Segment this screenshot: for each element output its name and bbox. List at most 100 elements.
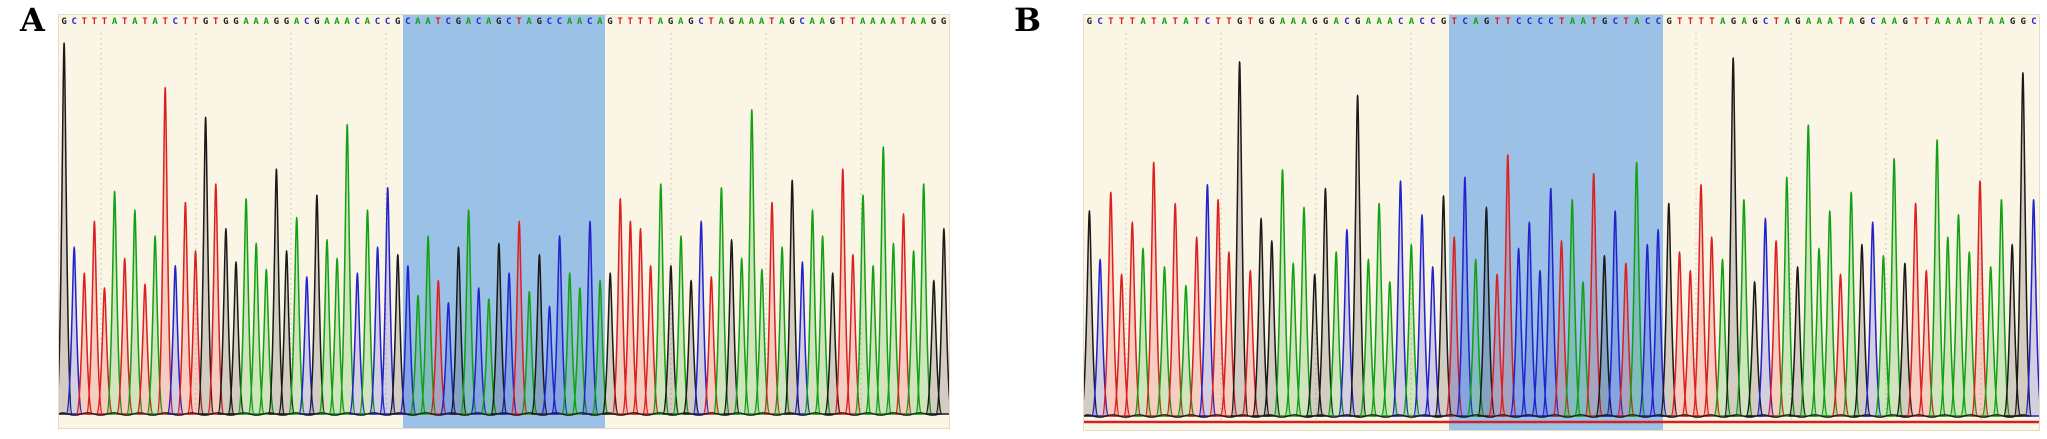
base-letter-C: C [303,17,310,27]
base-letter-C: C [2031,17,2037,27]
base-letter-T: T [1151,17,1157,27]
base-letter-A: A [1816,17,1823,27]
base-letter-A: A [1279,17,1286,27]
base-letter-T: T [435,17,441,27]
base-letter-A: A [880,17,886,27]
base-letter-G: G [1355,17,1361,27]
base-letter-G: G [1086,17,1093,27]
base-letter-T: T [769,17,775,27]
base-letter-A: A [1161,17,1168,27]
base-letter-C: C [445,17,451,27]
base-letter-A: A [1827,17,1833,27]
base-letter-A: A [1881,17,1887,27]
base-letter-G: G [1730,17,1737,27]
base-letter-A: A [920,17,927,27]
base-letter-C: C [1870,17,1876,27]
base-letter-G: G [1236,17,1243,27]
base-letter-T: T [1215,17,1221,27]
base-letter-A: A [718,17,724,27]
base-letter-T: T [627,17,633,27]
base-letter-T: T [1247,17,1254,27]
base-letter-A: A [1999,17,2005,27]
base-letter-C: C [1655,17,1661,27]
base-letter-T: T [1591,17,1597,27]
base-letter-A: A [1891,17,1898,27]
base-letter-C: C [384,17,391,27]
base-letter-A: A [465,17,472,27]
base-letter-A: A [364,17,371,27]
base-letter-T: T [1194,17,1200,27]
base-letter-C: C [799,17,805,27]
base-letter-A: A [1365,17,1372,27]
base-letter-G: G [455,17,462,27]
base-letter-A: A [657,17,664,27]
base-letter-G: G [829,17,836,27]
base-letter-T: T [1698,17,1704,27]
base-letter-T: T [647,17,654,27]
base-letter-G: G [283,17,290,27]
chromatogram-trace-a [59,33,949,418]
base-letter-C: C [1762,17,1769,27]
base-letter-A: A [779,17,785,27]
base-letter-T: T [516,17,522,27]
base-letter-A: A [1140,17,1146,27]
base-letter-A: A [425,17,431,27]
base-letter-G: G [223,17,229,27]
base-letter-A: A [1805,17,1812,27]
base-letter-C: C [172,17,178,27]
base-letter-G: G [1752,17,1758,27]
base-letter-G: G [394,17,401,27]
base-letter-C: C [698,17,704,27]
base-letter-A: A [132,17,138,27]
base-letter-C: C [1516,17,1522,27]
base-letter-G: G [536,17,542,27]
base-letter-A: A [485,17,492,27]
base-letter-A: A [566,17,573,27]
base-letter-A: A [1966,17,1973,27]
base-letter-T: T [1923,17,1930,27]
base-letter-A: A [263,17,269,27]
base-letter-A: A [758,17,765,27]
base-letter-T: T [122,17,128,27]
base-letter-T: T [1451,17,1458,27]
base-letter-C: C [587,17,593,27]
base-letter-T: T [1773,17,1780,27]
base-letter-T: T [101,17,108,27]
base-letter-C: C [1344,17,1350,27]
base-letter-G: G [1312,17,1318,27]
base-letter-G: G [1902,17,1908,27]
base-letter-C: C [556,17,563,27]
base-letter-A: A [1569,17,1576,27]
base-letter-G: G [2009,17,2016,27]
base-letter-C: C [1548,17,1554,27]
base-letter-A: A [1956,17,1962,27]
base-letter-A: A [152,17,158,27]
base-letter-G: G [273,17,280,27]
base-letter-A: A [1473,17,1479,27]
base-letter-A: A [1580,17,1586,27]
base-letter-T: T [1709,17,1715,27]
base-letter-G: G [61,17,67,27]
base-letter-T: T [142,17,148,27]
base-letter-T: T [1677,17,1683,27]
base-letter-T: T [839,17,846,27]
base-letter-A: A [910,17,916,27]
base-letter-A: A [293,17,300,27]
base-letter-G: G [789,17,795,27]
base-letter-A: A [819,17,825,27]
base-letter-A: A [526,17,532,27]
base-letter-T: T [1687,17,1694,27]
base-letter-G: G [1269,17,1275,27]
base-letter-A: A [253,17,259,27]
base-letter-C: C [1537,17,1543,27]
base-letter-A: A [1848,17,1855,27]
base-letter-T: T [1226,17,1232,27]
base-letter-A: A [870,17,876,27]
panel-label-b: B [1014,1,1042,39]
base-letter-C: C [1462,17,1468,27]
base-letter-A: A [1301,17,1307,27]
base-letter-T: T [1505,17,1511,27]
base-letter-A: A [111,17,118,27]
base-letter-T: T [182,17,189,27]
